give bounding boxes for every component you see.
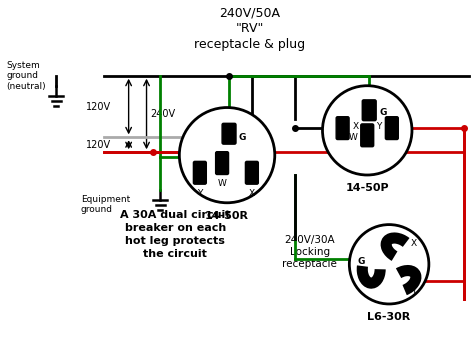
FancyBboxPatch shape [361, 124, 374, 147]
Text: G: G [357, 257, 365, 266]
Circle shape [322, 86, 412, 175]
Text: System
ground
(neutral): System ground (neutral) [6, 61, 46, 91]
Text: 14-50P: 14-50P [346, 183, 389, 193]
Text: X: X [353, 122, 359, 131]
Text: G: G [239, 133, 246, 142]
Text: G: G [379, 108, 386, 117]
Text: W: W [349, 133, 358, 142]
Text: 120V: 120V [86, 140, 111, 150]
Circle shape [349, 225, 429, 304]
Text: 14-50R: 14-50R [205, 211, 249, 221]
Text: 120V: 120V [86, 102, 111, 112]
FancyBboxPatch shape [203, 148, 229, 181]
FancyBboxPatch shape [193, 161, 206, 184]
Text: 240V: 240V [151, 109, 176, 119]
Text: Y: Y [376, 122, 382, 131]
Text: W: W [218, 179, 227, 188]
Text: L6-30R: L6-30R [367, 312, 411, 322]
Text: X: X [411, 239, 417, 248]
FancyBboxPatch shape [362, 100, 376, 121]
Text: 240V/50A
"RV"
receptacle & plug: 240V/50A "RV" receptacle & plug [194, 6, 305, 51]
FancyBboxPatch shape [385, 117, 398, 140]
FancyBboxPatch shape [222, 123, 236, 144]
Text: 240V/30A
Locking
receptacle: 240V/30A Locking receptacle [282, 235, 337, 269]
Text: X: X [249, 189, 255, 198]
FancyBboxPatch shape [216, 152, 228, 174]
Text: A 30A dual circuit
breaker on each
hot leg protects
the circuit: A 30A dual circuit breaker on each hot l… [120, 210, 231, 259]
FancyBboxPatch shape [336, 117, 349, 140]
Circle shape [179, 107, 275, 203]
Text: Equipment
ground: Equipment ground [81, 195, 130, 214]
Text: Y: Y [411, 287, 416, 295]
FancyBboxPatch shape [246, 161, 258, 184]
Text: Y: Y [197, 189, 202, 198]
